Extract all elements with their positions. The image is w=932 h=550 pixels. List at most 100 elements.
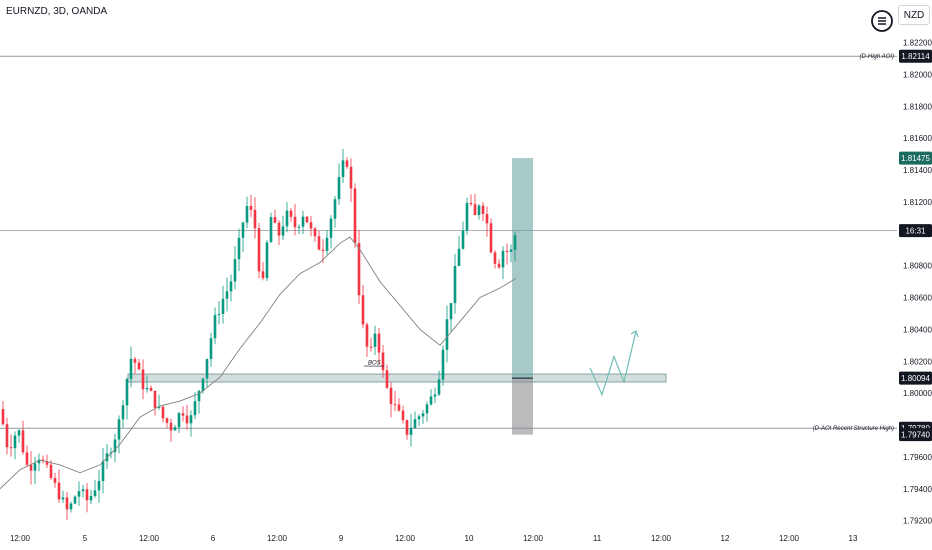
target-price-tag-text: 1.81475 <box>901 154 930 163</box>
candle-body <box>493 252 497 264</box>
candle-body <box>329 218 333 238</box>
candle-body <box>177 413 181 428</box>
entry-price-tag[interactable] <box>899 371 932 385</box>
candle-body <box>313 228 317 237</box>
currency-selector-button[interactable]: NZD <box>898 5 930 25</box>
candle-body <box>377 333 381 353</box>
candle-body <box>465 202 469 231</box>
candle-body <box>437 379 441 395</box>
plot-area[interactable] <box>0 0 897 550</box>
x-tick-label: 12:00 <box>139 534 160 543</box>
moving-average-line <box>0 236 517 490</box>
demand-zone-layer <box>127 373 667 383</box>
candle-body <box>289 210 293 217</box>
candle-body <box>361 295 365 325</box>
candle-body <box>97 481 101 491</box>
candle-body <box>301 216 305 227</box>
x-tick-label: 5 <box>83 534 88 543</box>
candle-body <box>57 482 61 500</box>
candle-body <box>277 222 281 236</box>
candle-body <box>501 250 505 268</box>
candle-body <box>189 415 193 424</box>
candle-body <box>281 226 285 236</box>
target-price-tag[interactable] <box>899 151 932 165</box>
candle-body <box>77 491 81 497</box>
candle-body <box>157 406 161 408</box>
candle-body <box>217 313 221 316</box>
candle-body <box>397 404 401 411</box>
candle-body <box>165 418 169 423</box>
candle-body <box>121 405 125 420</box>
structure-high-label: (D-AOI Recent Structure High) <box>813 426 894 432</box>
x-tick-label: 11 <box>593 534 602 543</box>
candle-body <box>357 243 361 296</box>
candle-body <box>93 490 97 496</box>
candle-body <box>485 213 489 224</box>
x-tick-label: 12:00 <box>10 534 31 543</box>
candle-body <box>141 369 145 390</box>
candle-body <box>497 263 501 268</box>
y-tick-label: 1.81600 <box>903 134 932 143</box>
candle-body <box>137 362 141 370</box>
candle-body <box>409 427 413 435</box>
x-tick-label: 12:00 <box>779 534 800 543</box>
candle-body <box>413 419 417 428</box>
candle-body <box>229 281 233 292</box>
candle-body <box>297 226 301 228</box>
candle-body <box>317 236 321 250</box>
candle-body <box>325 237 329 251</box>
candle-body <box>473 204 477 215</box>
candle-body <box>145 387 149 390</box>
stop-price-tag[interactable] <box>899 428 932 442</box>
candle-body <box>369 346 373 348</box>
candle-body <box>441 349 445 380</box>
target-box[interactable] <box>512 158 533 379</box>
candle-body <box>181 413 185 416</box>
candle-body <box>457 248 461 266</box>
candle-body <box>209 338 213 359</box>
tradingview-logo-icon <box>871 10 893 32</box>
forecast-path[interactable] <box>589 330 637 397</box>
candle-body <box>309 222 313 229</box>
candle-body <box>365 324 369 347</box>
countdown-tag[interactable] <box>899 224 932 238</box>
y-tick-label: 1.79400 <box>903 485 932 494</box>
candle-body <box>61 497 65 500</box>
candle-body <box>345 160 349 167</box>
candle-body <box>5 424 9 448</box>
demand-zone[interactable] <box>127 373 667 383</box>
candle-body <box>53 477 57 483</box>
x-tick-label: 12 <box>721 534 730 543</box>
candle-body <box>117 419 121 440</box>
time-axis[interactable]: 12:00 5 12:00 6 12:00 9 12:00 10 12:00 11 12:00 12 1… <box>10 534 858 543</box>
candle-body <box>49 464 53 478</box>
candle-body <box>349 166 353 189</box>
price-axis[interactable]: 1.82200 1.82000 1.81800 1.81600 1.81400 1.812… <box>899 39 932 526</box>
candle-body <box>417 416 421 420</box>
candle-body <box>201 378 205 391</box>
candle-body <box>89 495 93 501</box>
candle-body <box>321 249 325 251</box>
x-tick-label: 10 <box>465 534 474 543</box>
x-tick-label: 9 <box>339 534 344 543</box>
stop-box[interactable] <box>512 378 533 435</box>
candle-body <box>133 358 137 363</box>
candle-body <box>17 430 21 436</box>
candle-body <box>341 160 345 178</box>
candle-body <box>273 217 277 223</box>
candle-body <box>433 394 437 397</box>
candle-body <box>469 202 473 205</box>
candle-body <box>213 315 217 339</box>
x-tick-label: 6 <box>211 534 216 543</box>
d-high-aoi-price-tag[interactable] <box>899 49 932 63</box>
candle-body <box>481 205 485 214</box>
candle-body <box>37 459 41 464</box>
y-tick-label: 1.80000 <box>903 389 932 398</box>
candle-body <box>449 303 453 320</box>
candle-body <box>265 242 269 279</box>
candle-body <box>381 352 385 371</box>
candle-body <box>257 228 261 272</box>
candle-body <box>241 222 245 238</box>
y-tick-label: 1.82000 <box>903 70 932 79</box>
